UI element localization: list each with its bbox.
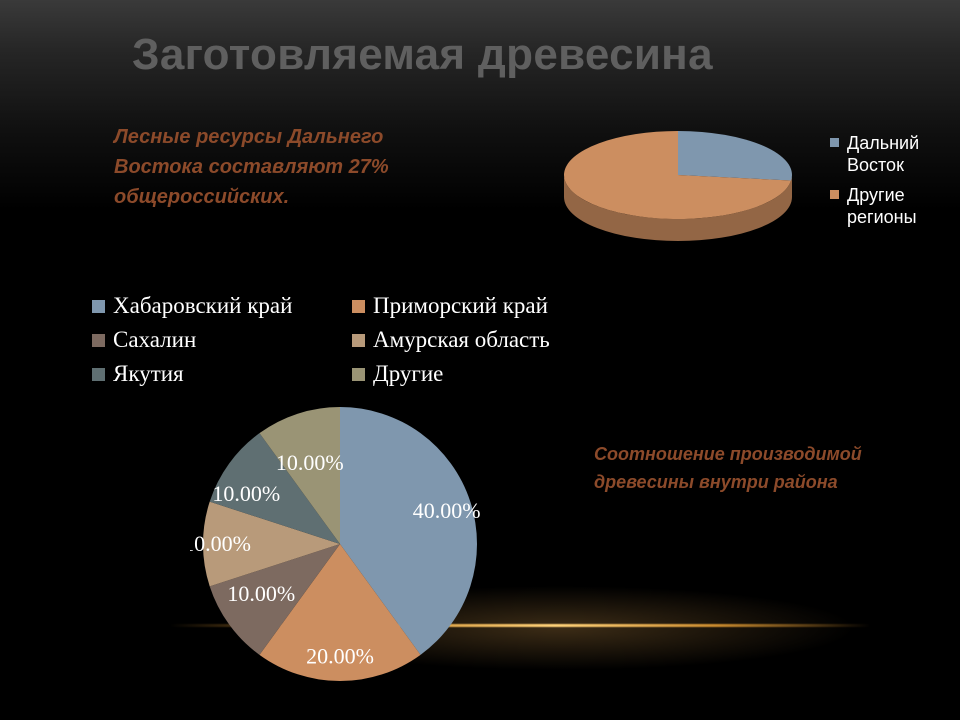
- caption-wood-ratio: Соотношение производимой древесины внутр…: [594, 444, 862, 492]
- pie-slice-sakhalin: [209, 544, 340, 655]
- legend-item-other: Другие: [352, 360, 612, 388]
- legend-label: Другие: [373, 361, 444, 386]
- legend-wood-production: Хабаровский край Приморский край Сахалин…: [92, 292, 632, 388]
- legend-far-east: Дальний Восток Другие регионы: [830, 132, 955, 236]
- legend-swatch: [92, 367, 105, 381]
- legend-swatch: [830, 138, 839, 147]
- legend-label: Хабаровский край: [113, 293, 293, 318]
- legend-label: Якутия: [113, 361, 184, 386]
- pie-chart-far-east: [564, 131, 792, 241]
- data-label-amur: 10.00%: [190, 531, 251, 556]
- pie-slice-yakutia: [209, 433, 340, 544]
- pie-slice-primorsky: [259, 544, 421, 681]
- pie-chart-wood-production: 40.00% 20.00% 10.00% 10.00% 10.00% 10.00%: [190, 407, 481, 681]
- legend-label: Другие регионы: [847, 185, 917, 227]
- pie-slice-other-regions: [564, 131, 792, 219]
- legend-item-sakhalin: Сахалин: [92, 326, 352, 354]
- legend-label: Амурская область: [373, 327, 550, 352]
- legend-swatch: [352, 299, 365, 313]
- legend-swatch: [352, 367, 365, 381]
- decorative-glow-line: [170, 624, 870, 627]
- legend-item-amur: Амурская область: [352, 326, 612, 354]
- legend-swatch: [92, 299, 105, 313]
- legend-item-far-east: Дальний Восток: [830, 132, 955, 176]
- data-label-other: 10.00%: [276, 450, 344, 475]
- caption-forest-resources: Лесные ресурсы Дальнего Востока составля…: [114, 126, 389, 208]
- legend-item-yakutia: Якутия: [92, 360, 352, 388]
- legend-label: Приморский край: [373, 293, 548, 318]
- data-label-primorsky: 20.00%: [306, 643, 374, 668]
- pie-3d-side: [564, 175, 792, 241]
- slide-title: Заготовляемая древесина: [132, 30, 713, 79]
- legend-item-khabarovsk: Хабаровский край: [92, 292, 352, 320]
- data-label-yakutia: 10.00%: [212, 481, 280, 506]
- legend-swatch: [92, 333, 105, 347]
- pie-slice-other: [259, 407, 340, 544]
- legend-label: Дальний Восток: [847, 133, 920, 175]
- pie-slice-far-east: [678, 131, 792, 181]
- legend-label: Сахалин: [113, 327, 197, 352]
- legend-item-primorsky: Приморский край: [352, 292, 612, 320]
- data-label-khabarovsk: 40.00%: [413, 498, 481, 523]
- data-label-sakhalin: 10.00%: [227, 581, 295, 606]
- legend-swatch: [352, 333, 365, 347]
- legend-item-other-regions: Другие регионы: [830, 184, 955, 228]
- pie-slice-khabarovsk: [340, 407, 477, 655]
- pie-slice-amur: [203, 501, 340, 587]
- legend-swatch: [830, 190, 839, 199]
